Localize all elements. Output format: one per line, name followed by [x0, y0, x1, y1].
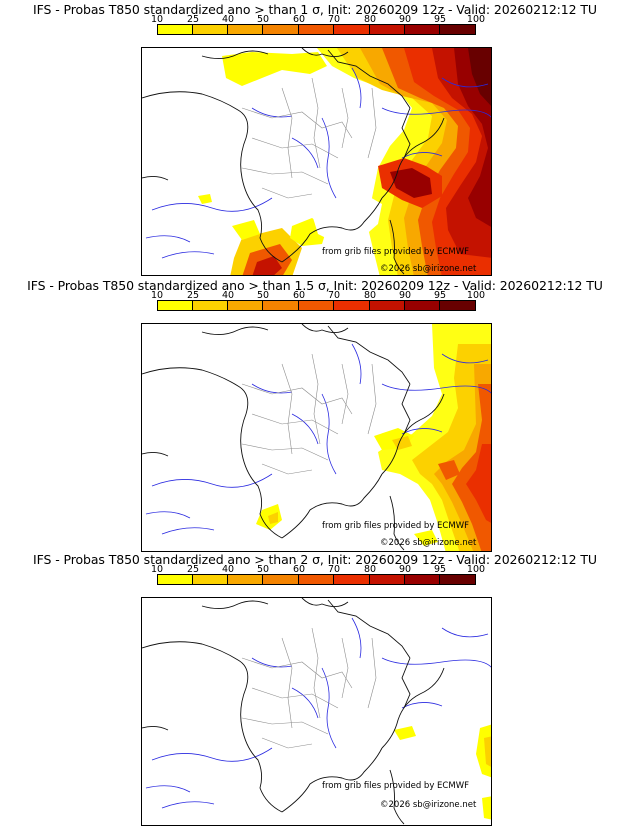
- colorbar-cell: [299, 574, 334, 585]
- region-borders: [241, 353, 377, 475]
- colorbar-tick: 70: [327, 564, 341, 575]
- colorbar-tick: 25: [186, 564, 200, 575]
- credit-copyright: ©2026 sb@irizone.net: [380, 800, 477, 810]
- colorbar-tick: 90: [398, 14, 412, 25]
- colorbar-cell: [299, 300, 334, 311]
- colorbar-tick: 60: [292, 290, 306, 301]
- credit-copyright: ©2026 sb@irizone.net: [380, 264, 477, 274]
- colorbar-cell: [228, 24, 263, 35]
- colorbar-tick: 40: [221, 564, 235, 575]
- probability-map: from grib files provided by ECMWF ©2026 …: [141, 597, 492, 826]
- region-borders: [241, 77, 377, 199]
- credit-source: from grib files provided by ECMWF: [322, 781, 469, 791]
- probability-map: from grib files provided by ECMWF ©2026 …: [141, 47, 492, 276]
- colorbar-tick: 60: [292, 14, 306, 25]
- map-graphic: [142, 324, 491, 551]
- credit-source: from grib files provided by ECMWF: [322, 521, 469, 531]
- panel-title: IFS - Probas T850 standardized ano > tha…: [27, 278, 603, 293]
- panel-1sigma: IFS - Probas T850 standardized ano > tha…: [0, 0, 630, 276]
- colorbar-tick: 10: [150, 14, 164, 25]
- colorbar-cell: [228, 574, 263, 585]
- colorbar-tick: 40: [221, 14, 235, 25]
- colorbar-frame: [157, 24, 476, 35]
- coastlines: [142, 324, 445, 551]
- colorbar-tick: 100: [466, 564, 486, 575]
- colorbar-cell: [193, 300, 228, 311]
- colorbar-tick: 25: [186, 290, 200, 301]
- colorbar-cell: [263, 24, 299, 35]
- colorbar-frame: [157, 574, 476, 585]
- panel-2sigma: IFS - Probas T850 standardized ano > tha…: [0, 550, 630, 826]
- coastlines: [142, 598, 445, 825]
- colorbar-tick: 80: [363, 14, 377, 25]
- colorbar: [157, 574, 476, 586]
- region-borders: [241, 627, 377, 749]
- colorbar-tick: 100: [466, 290, 486, 301]
- map-graphic: [142, 48, 491, 275]
- colorbar-tick: 95: [433, 564, 447, 575]
- panel-title: IFS - Probas T850 standardized ano > tha…: [33, 2, 597, 17]
- colorbar-tick: 80: [363, 564, 377, 575]
- colorbar-tick: 80: [363, 290, 377, 301]
- colorbar-cell: [263, 574, 299, 585]
- colorbar-cell: [370, 574, 405, 585]
- colorbar-tick: 50: [256, 564, 270, 575]
- colorbar-cell: [157, 574, 193, 585]
- colorbar-frame: [157, 300, 476, 311]
- colorbar-tick: 100: [466, 14, 486, 25]
- colorbar-cell: [299, 24, 334, 35]
- rivers: [145, 67, 491, 259]
- probability-shading: [256, 324, 491, 551]
- colorbar-tick: 50: [256, 14, 270, 25]
- panel-1.5sigma: IFS - Probas T850 standardized ano > tha…: [0, 276, 630, 552]
- rivers: [145, 343, 491, 535]
- colorbar-tick: 90: [398, 290, 412, 301]
- colorbar-cell: [405, 300, 440, 311]
- colorbar-tick: 60: [292, 564, 306, 575]
- colorbar-cell: [228, 300, 263, 311]
- colorbar-cell: [193, 574, 228, 585]
- colorbar-tick: 50: [256, 290, 270, 301]
- colorbar-cell: [334, 300, 370, 311]
- colorbar-tick: 10: [150, 564, 164, 575]
- colorbar-cell: [157, 24, 193, 35]
- coastlines: [142, 48, 445, 275]
- colorbar-cell: [405, 574, 440, 585]
- colorbar-cell: [405, 24, 440, 35]
- colorbar-cell: [157, 300, 193, 311]
- colorbar-cell: [193, 24, 228, 35]
- credit-copyright: ©2026 sb@irizone.net: [380, 538, 477, 548]
- colorbar-cell: [370, 300, 405, 311]
- probability-shading: [198, 48, 491, 275]
- rivers: [145, 617, 491, 809]
- colorbar-tick: 40: [221, 290, 235, 301]
- panel-title: IFS - Probas T850 standardized ano > tha…: [33, 552, 597, 567]
- colorbar-tick: 10: [150, 290, 164, 301]
- colorbar-cell: [334, 24, 370, 35]
- map-graphic: [142, 598, 491, 825]
- colorbar: [157, 24, 476, 36]
- colorbar-tick: 90: [398, 564, 412, 575]
- colorbar-tick: 95: [433, 290, 447, 301]
- colorbar-tick: 70: [327, 14, 341, 25]
- probability-shading: [394, 724, 491, 820]
- probability-map: from grib files provided by ECMWF ©2026 …: [141, 323, 492, 552]
- colorbar-tick: 70: [327, 290, 341, 301]
- colorbar: [157, 300, 476, 312]
- colorbar-tick: 25: [186, 14, 200, 25]
- colorbar-cell: [370, 24, 405, 35]
- credit-source: from grib files provided by ECMWF: [322, 247, 469, 257]
- colorbar-tick: 95: [433, 14, 447, 25]
- colorbar-cell: [334, 574, 370, 585]
- colorbar-cell: [263, 300, 299, 311]
